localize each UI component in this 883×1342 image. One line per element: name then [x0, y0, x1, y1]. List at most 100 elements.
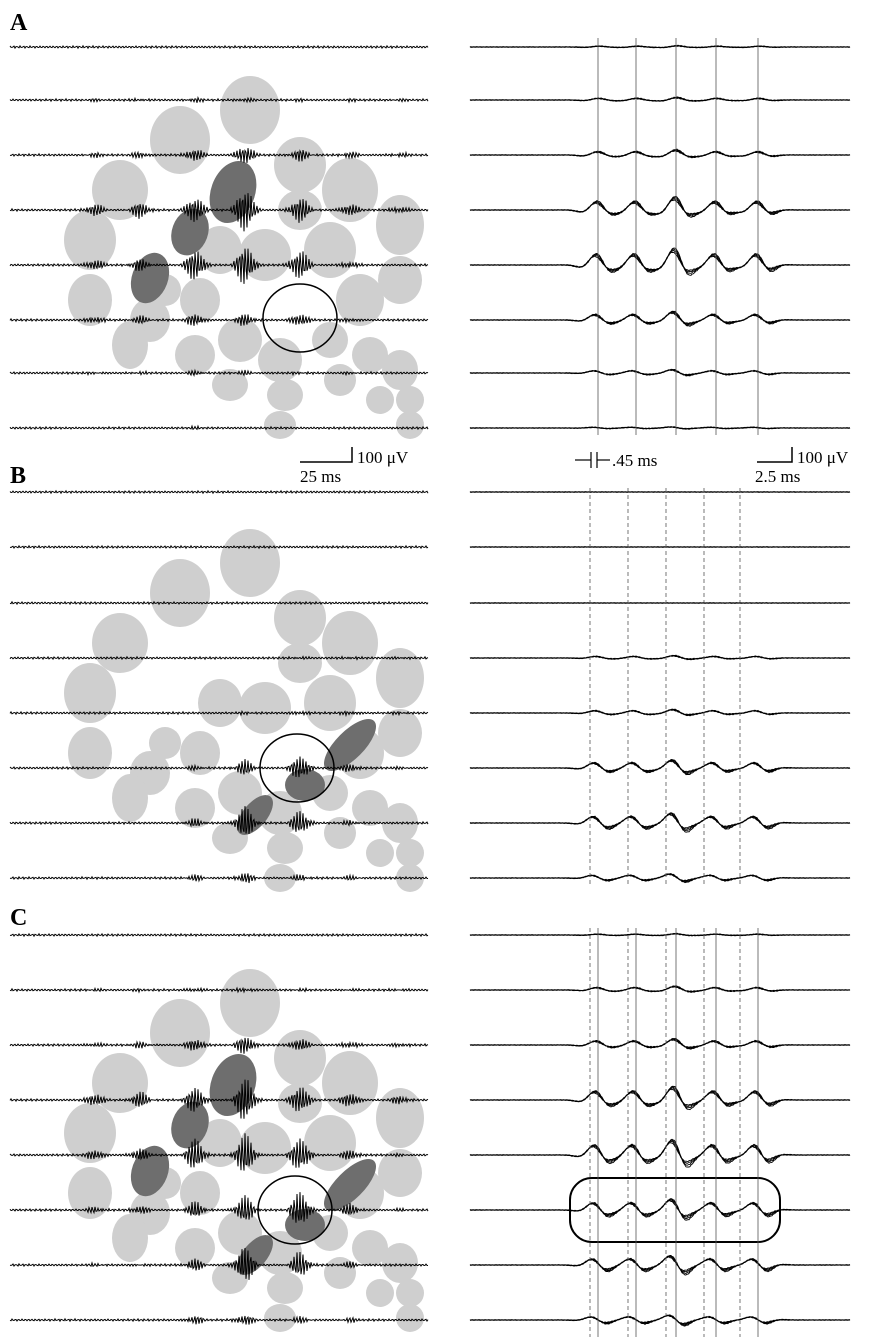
- interval-marker: [575, 452, 610, 468]
- cell: [220, 76, 280, 144]
- cell: [112, 1214, 148, 1262]
- cell: [304, 1115, 356, 1171]
- trace: [9, 806, 429, 835]
- trace: [469, 96, 851, 103]
- cell: [64, 1103, 116, 1163]
- trace: [9, 314, 429, 326]
- scale-amplitude: 100 μV: [797, 448, 849, 467]
- cell: [278, 643, 322, 683]
- cell: [175, 788, 215, 828]
- cell: [382, 350, 418, 390]
- trace: [9, 248, 429, 284]
- trace: [470, 812, 851, 833]
- cell: [324, 817, 356, 849]
- trace: [469, 1038, 851, 1049]
- trace: [9, 1037, 429, 1054]
- cell: [180, 278, 220, 322]
- cell: [352, 337, 388, 373]
- trace: [469, 759, 851, 776]
- cell: [92, 160, 148, 220]
- trace: [9, 986, 429, 994]
- cell: [366, 1279, 394, 1307]
- cell: [239, 1122, 291, 1174]
- trace: [469, 1140, 851, 1165]
- trace: [469, 311, 851, 326]
- trace: [469, 546, 851, 548]
- trace: [469, 491, 851, 493]
- trace: [469, 150, 851, 158]
- active-cell: [324, 719, 377, 771]
- trace: [469, 873, 851, 884]
- cell: [274, 137, 326, 193]
- cell: [396, 1304, 424, 1332]
- active-cell: [209, 1054, 257, 1116]
- cell: [68, 727, 112, 779]
- scale-time: 25 ms: [300, 467, 341, 486]
- cell: [376, 648, 424, 708]
- trace: [9, 44, 429, 50]
- cell: [274, 1030, 326, 1086]
- trace: [469, 310, 851, 327]
- cell: [336, 274, 384, 326]
- cell: [112, 774, 148, 822]
- cell: [212, 369, 248, 401]
- trace: [469, 602, 851, 604]
- cell: [180, 1171, 220, 1215]
- cell: [150, 106, 210, 174]
- trace: [9, 1079, 429, 1119]
- trace: [469, 759, 851, 774]
- cell: [150, 559, 210, 627]
- cell-map: [64, 76, 781, 1332]
- trace: [469, 932, 851, 937]
- cell: [322, 611, 378, 675]
- cell: [64, 210, 116, 270]
- cell: [322, 158, 378, 222]
- trace: [9, 873, 429, 884]
- trace: [469, 1254, 851, 1276]
- trace: [9, 193, 429, 232]
- cell: [198, 226, 242, 274]
- trace: [469, 814, 851, 829]
- cell: [304, 675, 356, 731]
- cell: [378, 1149, 422, 1197]
- trace: [9, 709, 429, 718]
- active-cell: [171, 1101, 209, 1149]
- cell: [239, 682, 291, 734]
- trace: [469, 149, 851, 158]
- cell: [218, 318, 262, 362]
- trace: [9, 544, 429, 550]
- active-cell: [285, 769, 325, 801]
- scale-amplitude: 100 μV: [357, 448, 409, 467]
- panel-label: A: [10, 10, 28, 36]
- trace: [9, 148, 429, 163]
- trace: [469, 1141, 851, 1163]
- trace: [469, 148, 851, 159]
- cell: [352, 1230, 388, 1266]
- trace: [469, 1139, 851, 1166]
- cell: [396, 386, 424, 414]
- cell: [322, 1051, 378, 1115]
- cell: [366, 839, 394, 867]
- trace: [470, 1198, 851, 1221]
- left-scale-bar: [300, 447, 353, 463]
- trace: [9, 600, 429, 606]
- cell: [175, 335, 215, 375]
- trace: [469, 654, 851, 661]
- cell: [175, 1228, 215, 1268]
- trace: [469, 708, 851, 717]
- cell: [198, 679, 242, 727]
- trace: [469, 1314, 851, 1327]
- cell: [68, 1167, 112, 1219]
- cell: [312, 322, 348, 358]
- trace: [469, 311, 851, 325]
- cell: [382, 1243, 418, 1283]
- panel-label: B: [10, 463, 26, 489]
- scale-time: 2.5 ms: [755, 467, 800, 486]
- active-cell: [130, 1145, 170, 1197]
- trace: [469, 44, 851, 49]
- trace: [469, 195, 851, 218]
- trace: [469, 1085, 851, 1111]
- trace: [9, 932, 429, 938]
- trace: [9, 655, 429, 661]
